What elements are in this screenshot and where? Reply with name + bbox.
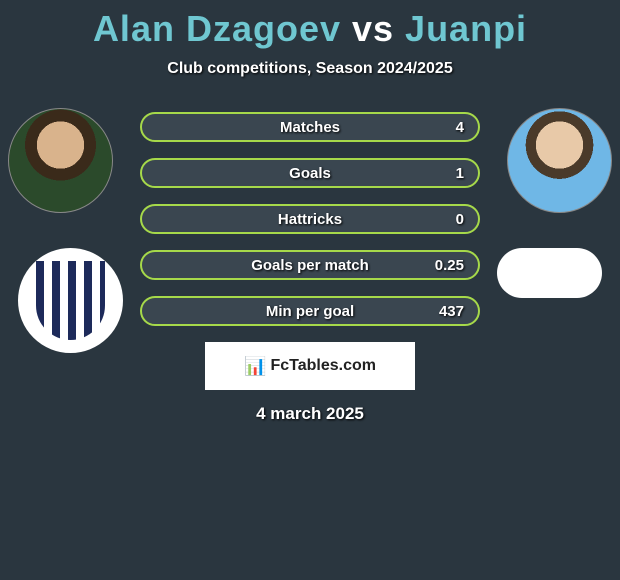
- stat-bar: Matches4: [140, 112, 480, 142]
- stat-value: 437: [439, 303, 464, 320]
- stat-bar: Goals per match0.25: [140, 250, 480, 280]
- stat-label: Goals: [142, 165, 478, 182]
- comparison-title: Alan Dzagoev vs Juanpi: [0, 8, 620, 50]
- club-right-badge: [497, 248, 602, 298]
- stat-bar: Goals1: [140, 158, 480, 188]
- stat-label: Hattricks: [142, 211, 478, 228]
- stat-bar: Hattricks0: [140, 204, 480, 234]
- vs-text: vs: [341, 8, 405, 49]
- stat-label: Goals per match: [142, 257, 478, 274]
- club-left-badge-inner: [36, 261, 105, 340]
- stat-value: 4: [456, 119, 464, 136]
- stat-label: Matches: [142, 119, 478, 136]
- chart-icon: 📊: [244, 356, 266, 377]
- branding-text: FcTables.com: [270, 357, 376, 375]
- player-right-avatar: [507, 108, 612, 213]
- stat-bar: Min per goal437: [140, 296, 480, 326]
- stat-value: 0: [456, 211, 464, 228]
- stat-value: 1: [456, 165, 464, 182]
- branding-box: 📊 FcTables.com: [205, 342, 415, 390]
- content-area: Matches4Goals1Hattricks0Goals per match0…: [0, 108, 620, 424]
- player-left-name: Alan Dzagoev: [93, 8, 341, 49]
- date-label: 4 march 2025: [0, 404, 620, 424]
- player-left-avatar: [8, 108, 113, 213]
- player-right-name: Juanpi: [405, 8, 527, 49]
- stat-label: Min per goal: [142, 303, 478, 320]
- club-left-badge: [18, 248, 123, 353]
- subtitle: Club competitions, Season 2024/2025: [0, 60, 620, 78]
- stat-bars: Matches4Goals1Hattricks0Goals per match0…: [140, 108, 480, 326]
- stat-value: 0.25: [435, 257, 464, 274]
